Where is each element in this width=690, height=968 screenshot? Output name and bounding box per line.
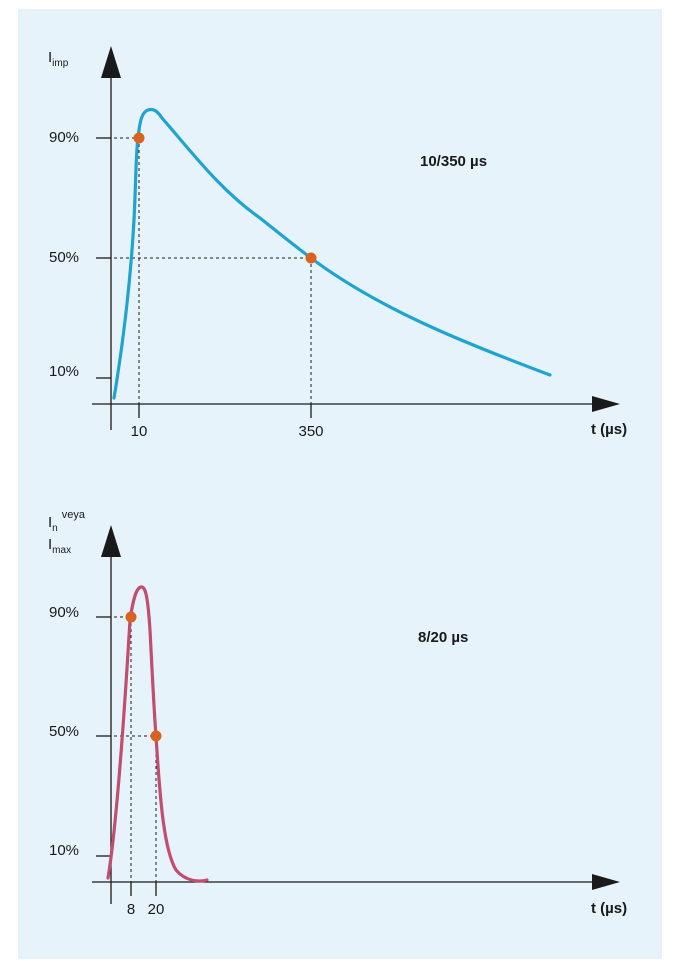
marker-50-top [305, 252, 317, 264]
x-axis-arrow-bottom [592, 874, 620, 890]
y-tick-label: 50% [49, 723, 79, 740]
marker-90-top [133, 132, 145, 144]
y-axis-arrow-bottom [101, 525, 121, 557]
x-tick-label: 350 [298, 423, 323, 440]
y-tick-90-top: 90% [49, 129, 111, 146]
y-axis-label-top: Iimp [48, 49, 69, 69]
marker-50-bottom [150, 730, 162, 742]
y-tick-label: 50% [49, 249, 79, 266]
y-axis-label-bottom: Inveya [48, 509, 86, 534]
y-tick-10-top: 10% [49, 363, 111, 380]
chart-top: Iimp 90% 50% 10% 10 350 t (µs) 10/350 µs [48, 46, 627, 440]
chart-panel [18, 9, 662, 959]
x-tick-label: 10 [131, 423, 148, 440]
marker-90-bottom [125, 611, 137, 623]
y-tick-10-bottom: 10% [49, 842, 111, 859]
series-curve-top [112, 107, 552, 400]
chart-bottom: Inveya Imax 90% 50% 10% 8 20 t (µs) 8/20… [48, 509, 627, 918]
x-tick-label: 20 [148, 901, 165, 918]
x-axis-arrow-top [592, 396, 620, 412]
y-tick-label: 10% [49, 842, 79, 859]
series-curve-bottom [106, 585, 209, 883]
y-tick-label: 90% [49, 129, 79, 146]
x-tick-8-bottom: 8 [127, 882, 135, 918]
y-tick-label: 90% [49, 604, 79, 621]
x-tick-label: 8 [127, 901, 135, 918]
x-axis-label-top: t (µs) [591, 421, 627, 438]
x-tick-350-top: 350 [298, 404, 324, 440]
y-tick-label: 10% [49, 363, 79, 380]
y-tick-50-top: 50% [49, 249, 111, 266]
annotation-bottom: 8/20 µs [418, 629, 468, 646]
x-tick-10-top: 10 [131, 404, 148, 440]
y-tick-50-bottom: 50% [49, 723, 111, 740]
x-axis-label-bottom: t (µs) [591, 900, 627, 917]
annotation-top: 10/350 µs [420, 153, 487, 170]
y-axis-label-bottom-2: Imax [48, 536, 71, 556]
y-axis-arrow-top [101, 46, 121, 78]
y-tick-90-bottom: 90% [49, 604, 111, 621]
x-tick-20-bottom: 20 [148, 882, 165, 918]
